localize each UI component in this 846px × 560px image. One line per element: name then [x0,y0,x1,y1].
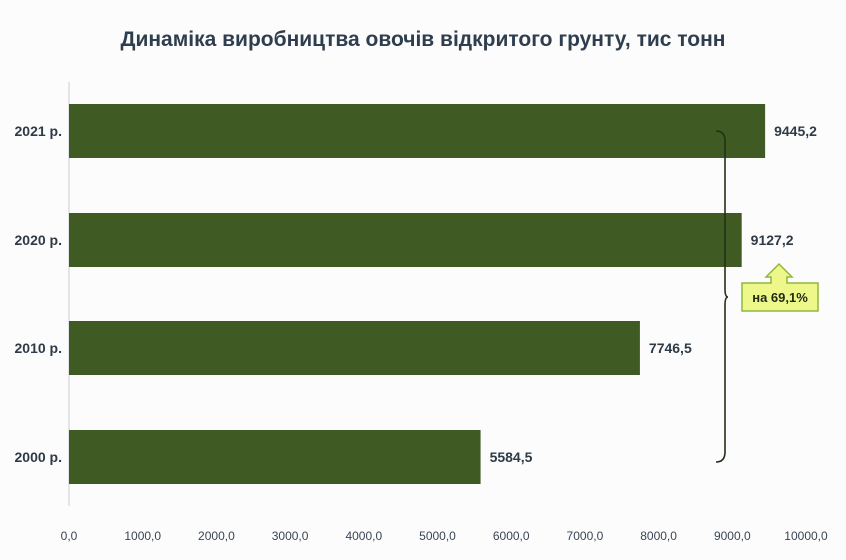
bar-4 [69,430,481,484]
x-tick-label: 9000,0 [714,529,751,543]
data-label: 9127,2 [751,232,794,248]
x-tick-label: 2000,0 [198,529,235,543]
category-label: 2000 р. [15,449,62,465]
x-tick-label: 10000,0 [784,529,828,543]
chart-title: Динаміка виробництва овочів відкритого г… [121,28,726,51]
bar-2 [69,213,742,267]
brace-annotation [715,130,729,463]
x-tick-label: 0,0 [61,529,78,543]
data-label: 5584,5 [490,449,533,465]
data-label: 9445,2 [774,123,817,139]
callout-box [741,262,819,312]
bar-3 [69,321,640,375]
data-label: 7746,5 [649,340,692,356]
category-label: 2020 р. [15,232,62,248]
category-label: 2021 р. [15,123,62,139]
callout-label: на 69,1% [752,290,808,305]
x-tick-label: 7000,0 [567,529,604,543]
bar-1 [69,104,766,158]
x-tick-label: 3000,0 [272,529,309,543]
x-tick-label: 1000,0 [124,529,161,543]
x-tick-label: 5000,0 [419,529,456,543]
x-tick-label: 8000,0 [640,529,677,543]
x-tick-label: 4000,0 [345,529,382,543]
category-label: 2010 р. [15,340,62,356]
x-tick-label: 6000,0 [493,529,530,543]
